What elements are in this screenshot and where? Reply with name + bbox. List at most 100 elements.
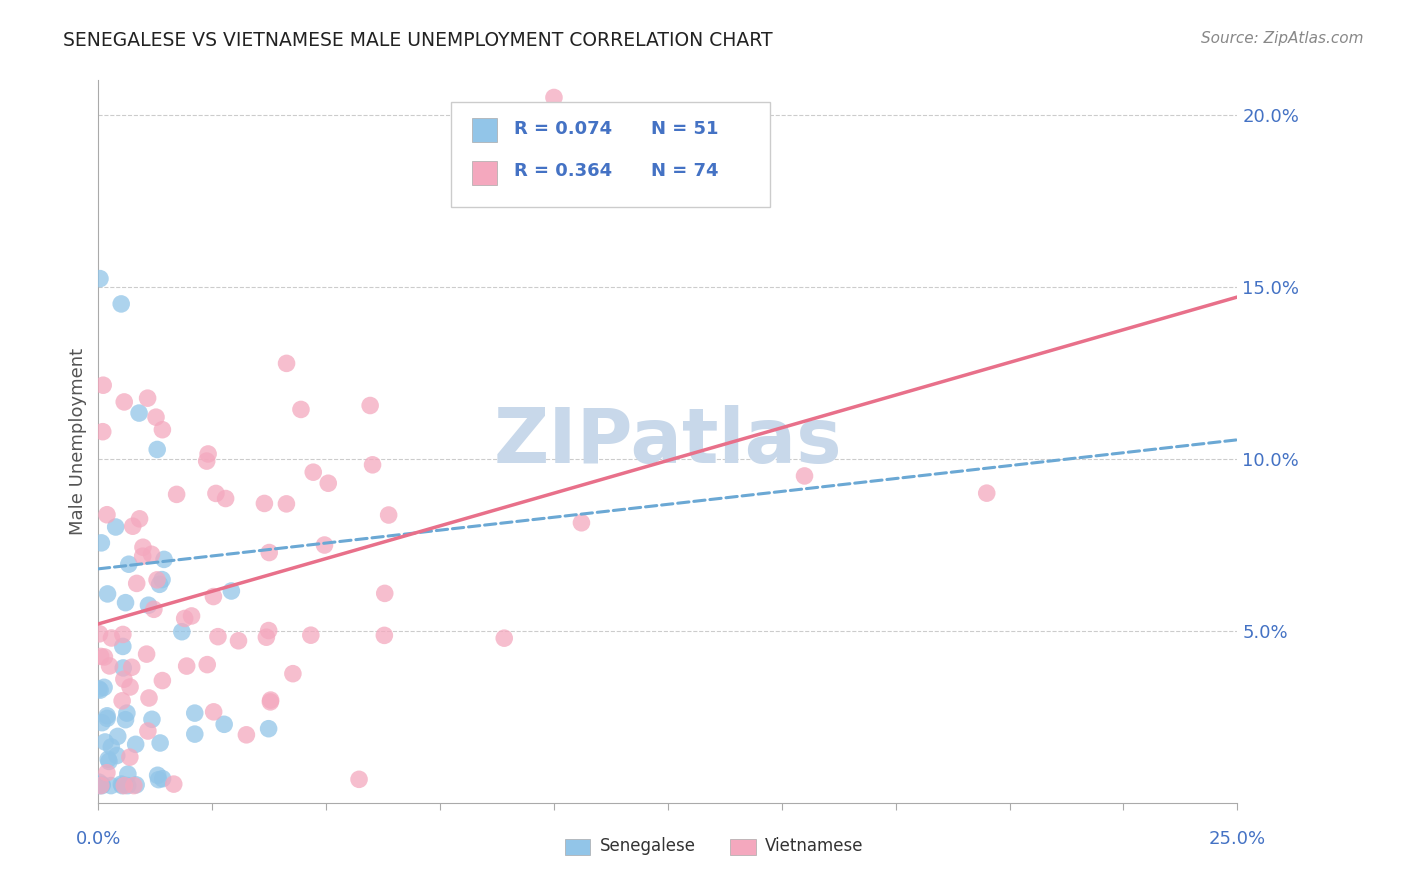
Point: [97, 752, 120, 766]
Point: [163, 777, 186, 791]
FancyBboxPatch shape: [565, 838, 591, 855]
Point: [373, 628, 395, 642]
Point: [89, 683, 111, 698]
Point: [302, 465, 325, 479]
Point: [150, 573, 173, 587]
Text: ZIPatlas: ZIPatlas: [494, 405, 842, 478]
Point: [112, 661, 135, 675]
Point: [90, 649, 112, 664]
Point: [118, 680, 141, 694]
Point: [259, 693, 281, 707]
Point: [195, 454, 218, 468]
Point: [100, 779, 122, 793]
FancyBboxPatch shape: [731, 838, 755, 855]
Point: [111, 779, 134, 793]
FancyBboxPatch shape: [472, 118, 498, 142]
Point: [316, 476, 339, 491]
Point: [276, 497, 298, 511]
Point: [121, 519, 143, 533]
Point: [142, 602, 165, 616]
Point: [98, 755, 121, 769]
Y-axis label: Male Unemployment: Male Unemployment: [69, 348, 87, 535]
Point: [132, 541, 155, 555]
Point: [110, 777, 132, 791]
Point: [96, 709, 118, 723]
Point: [111, 694, 134, 708]
Point: [141, 712, 163, 726]
Point: [793, 469, 815, 483]
Point: [112, 672, 135, 686]
Point: [146, 573, 169, 587]
Point: [105, 748, 128, 763]
Point: [112, 395, 135, 409]
Point: [93, 649, 115, 664]
Point: [107, 730, 129, 744]
Point: [124, 737, 146, 751]
Point: [146, 768, 169, 782]
Point: [145, 410, 167, 425]
Point: [543, 90, 565, 104]
Point: [91, 777, 114, 791]
Point: [100, 739, 122, 754]
Point: [148, 772, 170, 787]
Point: [94, 735, 117, 749]
Point: [176, 659, 198, 673]
Point: [221, 584, 243, 599]
Point: [136, 391, 159, 405]
Text: N = 74: N = 74: [651, 161, 718, 179]
Point: [96, 765, 118, 780]
Point: [149, 577, 172, 591]
Point: [314, 538, 336, 552]
Text: SENEGALESE VS VIETNAMESE MALE UNEMPLOYMENT CORRELATION CHART: SENEGALESE VS VIETNAMESE MALE UNEMPLOYME…: [63, 31, 773, 50]
Point: [347, 772, 370, 787]
Point: [89, 779, 111, 793]
Point: [149, 736, 172, 750]
Point: [111, 627, 134, 641]
Text: Senegalese: Senegalese: [599, 838, 696, 855]
Point: [96, 587, 118, 601]
Text: R = 0.074: R = 0.074: [515, 120, 612, 138]
Text: Source: ZipAtlas.com: Source: ZipAtlas.com: [1201, 31, 1364, 46]
Text: R = 0.364: R = 0.364: [515, 161, 612, 179]
Point: [98, 659, 121, 673]
Point: [153, 552, 176, 566]
Point: [494, 631, 516, 645]
Point: [976, 486, 998, 500]
Point: [118, 750, 141, 764]
Point: [361, 458, 384, 472]
Point: [117, 779, 139, 793]
Point: [152, 772, 174, 786]
Point: [112, 779, 135, 793]
Point: [138, 690, 160, 705]
Text: N = 51: N = 51: [651, 120, 718, 138]
Point: [138, 598, 160, 612]
Point: [87, 775, 110, 789]
Point: [122, 779, 145, 793]
Point: [299, 628, 322, 642]
Point: [125, 778, 148, 792]
Point: [170, 624, 193, 639]
Point: [257, 545, 280, 559]
Point: [235, 728, 257, 742]
Point: [146, 442, 169, 457]
Point: [91, 425, 114, 439]
Point: [290, 402, 312, 417]
Point: [141, 547, 163, 561]
Point: [214, 491, 236, 506]
Point: [180, 609, 202, 624]
Point: [90, 779, 112, 793]
Point: [150, 673, 173, 688]
Text: Vietnamese: Vietnamese: [765, 838, 863, 855]
Point: [96, 508, 118, 522]
Point: [89, 627, 111, 641]
Point: [276, 356, 298, 370]
Point: [91, 779, 114, 793]
Point: [374, 586, 396, 600]
Point: [205, 486, 228, 500]
Point: [96, 711, 118, 725]
Point: [207, 630, 229, 644]
Point: [114, 713, 136, 727]
Point: [173, 611, 195, 625]
Point: [91, 715, 114, 730]
Point: [128, 406, 150, 420]
